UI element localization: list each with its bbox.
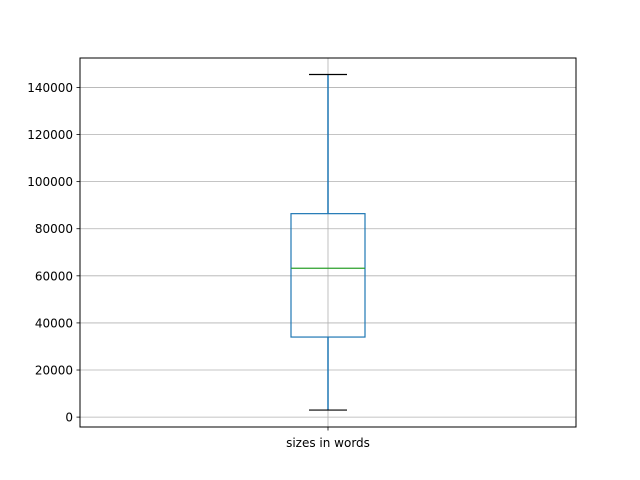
x-axis: sizes in words: [286, 427, 370, 450]
y-tick-label: 100000: [27, 175, 73, 189]
y-tick-label: 140000: [27, 81, 73, 95]
y-tick-label: 120000: [27, 128, 73, 142]
y-tick-label: 0: [65, 411, 73, 425]
boxes: [290, 73, 366, 411]
x-tick-label: sizes in words: [286, 436, 370, 450]
box-iqr: [290, 213, 366, 338]
y-axis: 0 20000 40000 60000 80000 100000 120000 140000: [27, 81, 80, 425]
y-tick-label: 20000: [35, 364, 73, 378]
y-tick-label: 80000: [35, 222, 73, 236]
y-tick-label: 60000: [35, 269, 73, 283]
y-tick-label: 40000: [35, 316, 73, 330]
